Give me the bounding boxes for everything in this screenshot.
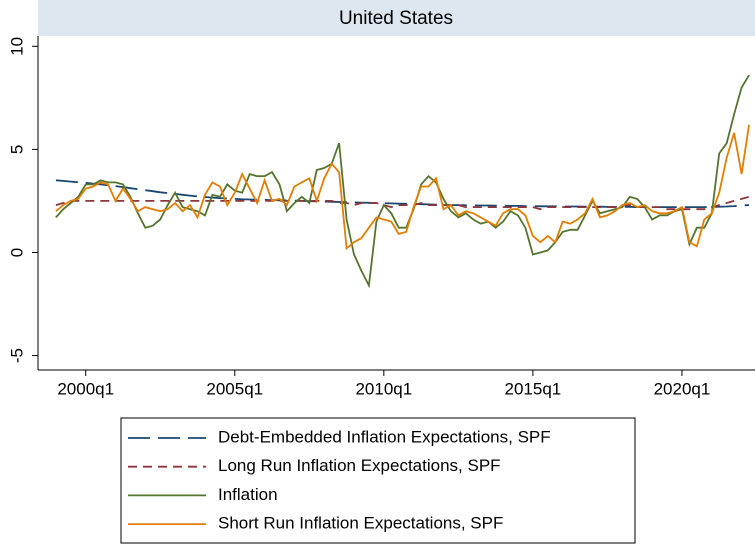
x-tick-label: 2005q1	[206, 379, 263, 398]
series-line	[55, 74, 750, 289]
y-tick-label: 10	[7, 37, 26, 56]
legend-label: Short Run Inflation Expectations, SPF	[218, 514, 503, 533]
x-tick-label: 2015q1	[505, 379, 562, 398]
series-line	[55, 124, 750, 251]
chart-title: United States	[339, 8, 453, 29]
series-line	[55, 179, 750, 208]
legend-label: Long Run Inflation Expectations, SPF	[218, 456, 501, 475]
x-tick-label: 2000q1	[57, 379, 114, 398]
y-tick-label: 5	[7, 145, 26, 154]
legend-label: Inflation	[218, 485, 278, 504]
series-line	[55, 195, 750, 211]
legend-label: Debt-Embedded Inflation Expectations, SP…	[218, 427, 551, 446]
y-tick-label: 0	[7, 248, 26, 257]
title-band	[38, 0, 755, 36]
x-tick-label: 2020q1	[654, 379, 711, 398]
legend-box	[120, 417, 636, 544]
y-tick-label: -5	[7, 348, 26, 363]
x-tick-label: 2010q1	[355, 379, 412, 398]
